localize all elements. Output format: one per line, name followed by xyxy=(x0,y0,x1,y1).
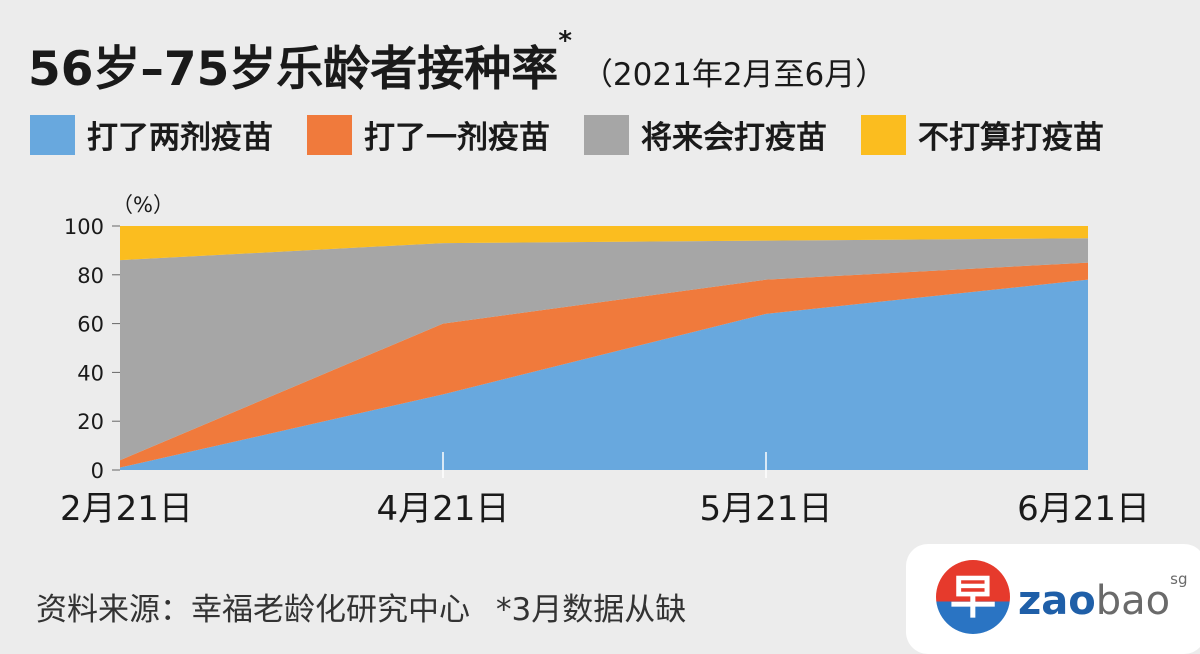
x-tick-label: 6月21日 xyxy=(1017,489,1150,529)
legend-item-not-planning: 不打算打疫苗 xyxy=(861,112,1104,157)
area-series-group xyxy=(120,226,1088,470)
source-text: 资料来源：幸福老龄化研究中心 xyxy=(36,592,470,628)
zaobao-logo: 早 zaobaosg xyxy=(906,544,1200,654)
area-one-dose xyxy=(120,262,1088,468)
logo-wordmark: zaobaosg xyxy=(1018,570,1187,624)
logo-glyph: 早 xyxy=(950,570,996,624)
chart-subtitle: （2021年2月至6月） xyxy=(581,57,887,93)
title-footnote-mark: * xyxy=(558,26,572,56)
legend-swatch xyxy=(861,114,906,155)
legend-label: 打了一剂疫苗 xyxy=(364,120,550,156)
area-will-vaccinate xyxy=(120,238,1088,461)
area-not-planning xyxy=(120,226,1088,261)
logo-emblem: 早 xyxy=(936,560,1010,634)
chart-title-row: 56岁–75岁乐龄者接种率* （2021年2月至6月） xyxy=(28,26,887,99)
legend-swatch xyxy=(30,114,75,155)
legend-label: 打了两剂疫苗 xyxy=(87,120,273,156)
logo-suffix: sg xyxy=(1170,570,1188,588)
y-tick-label: 0 xyxy=(91,459,104,483)
x-tick-label: 2月21日 xyxy=(60,489,193,529)
area-two-doses xyxy=(120,279,1088,470)
y-tick-label: 20 xyxy=(77,410,104,434)
x-tick-label: 5月21日 xyxy=(700,489,833,529)
y-tick-label: 60 xyxy=(77,313,104,337)
legend-label: 不打算打疫苗 xyxy=(918,120,1104,156)
chart-title: 56岁–75岁乐龄者接种率 xyxy=(28,42,559,97)
y-tick-label: 40 xyxy=(77,361,104,385)
chart-legend: 打了两剂疫苗 打了一剂疫苗 将来会打疫苗 不打算打疫苗 xyxy=(30,112,1104,157)
footer: 资料来源：幸福老龄化研究中心 *3月数据从缺 xyxy=(36,584,686,629)
y-axis-unit-label: （%） xyxy=(112,193,174,217)
legend-label: 将来会打疫苗 xyxy=(641,120,827,156)
y-tick-label: 80 xyxy=(77,264,104,288)
legend-item-will-vaccinate: 将来会打疫苗 xyxy=(584,112,827,157)
axes-group: 0 20 40 60 80 100 2月21日 4月21日 5月21日 6月21日 xyxy=(60,215,1150,529)
footnote-text: *3月数据从缺 xyxy=(496,592,687,628)
legend-item-one-dose: 打了一剂疫苗 xyxy=(307,112,550,157)
y-tick-label: 100 xyxy=(64,215,104,239)
logo-word-bold: zao xyxy=(1018,578,1096,624)
logo-word-light: bao xyxy=(1095,578,1171,624)
x-tick-label: 4月21日 xyxy=(377,489,510,529)
legend-item-two-doses: 打了两剂疫苗 xyxy=(30,112,273,157)
legend-swatch xyxy=(307,114,352,155)
legend-swatch xyxy=(584,114,629,155)
